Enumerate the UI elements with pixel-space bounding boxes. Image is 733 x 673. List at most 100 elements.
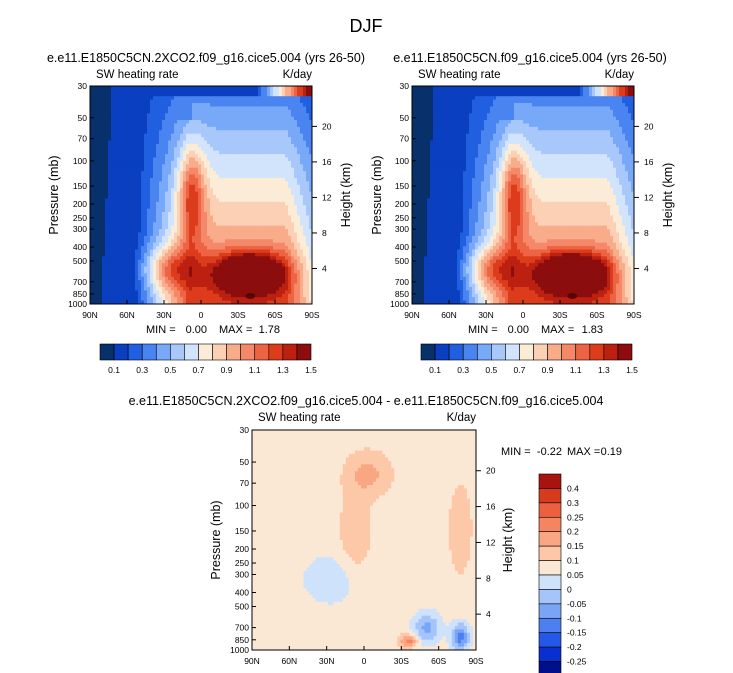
contour-cell <box>261 300 265 305</box>
contour-cell <box>114 109 118 114</box>
contour-cell <box>129 235 133 240</box>
contour-cell <box>129 164 133 169</box>
contour-cell <box>276 160 280 165</box>
contour-cell <box>144 273 148 278</box>
contour-cell <box>99 297 103 301</box>
contour-cell <box>162 89 166 94</box>
contour-cell <box>138 106 142 111</box>
contour-cell <box>306 137 310 141</box>
contour-cell <box>216 160 220 165</box>
contour-cell <box>168 113 172 118</box>
contour-cell <box>135 109 139 114</box>
contour-cell <box>132 184 136 189</box>
contour-cell <box>147 215 151 220</box>
contour-cell <box>448 86 452 90</box>
contour-cell <box>111 218 115 223</box>
contour-cell <box>117 266 121 271</box>
contour-cell <box>282 273 286 278</box>
contour-cell <box>129 286 133 291</box>
contour-cell <box>225 123 229 128</box>
y2-tick-label: 8 <box>322 228 327 238</box>
contour-cell <box>246 133 250 138</box>
contour-cell <box>571 86 575 90</box>
contour-cell <box>156 86 160 90</box>
contour-cell <box>156 154 160 158</box>
contour-cell <box>222 89 226 94</box>
contour-cell <box>309 300 313 305</box>
contour-cell <box>123 290 127 295</box>
contour-cell <box>252 273 256 278</box>
contour-cell <box>186 157 190 162</box>
contour-cell <box>150 229 154 233</box>
contour-cell <box>207 96 211 101</box>
contour-cell <box>258 92 262 97</box>
contour-cell <box>285 160 289 165</box>
contour-cell <box>228 266 232 271</box>
contour-cell <box>300 109 304 114</box>
contour-cell <box>99 263 103 267</box>
contour-cell <box>207 86 211 90</box>
contour-cell <box>261 174 265 179</box>
contour-cell <box>604 89 608 94</box>
contour-cell <box>159 263 163 267</box>
contour-cell <box>174 293 178 298</box>
contour-cell <box>195 239 199 244</box>
contour-cell <box>180 215 184 220</box>
contour-cell <box>258 205 262 210</box>
contour-cell <box>276 215 280 220</box>
contour-cell <box>144 249 148 254</box>
contour-cell <box>162 154 166 158</box>
contour-cell <box>156 269 160 274</box>
contour-cell <box>123 181 127 186</box>
contour-cell <box>168 235 172 240</box>
contour-cell <box>168 130 172 135</box>
contour-cell <box>126 103 130 107</box>
contour-cell <box>174 150 178 155</box>
contour-cell <box>204 89 208 94</box>
contour-cell <box>243 109 247 114</box>
contour-cell <box>111 177 115 182</box>
contour-cell <box>99 225 103 230</box>
contour-cell <box>210 154 214 158</box>
contour-cell <box>279 109 283 114</box>
contour-cell <box>210 266 214 271</box>
contour-cell <box>258 222 262 227</box>
contour-cell <box>279 212 283 216</box>
contour-cell <box>129 143 133 148</box>
contour-cell <box>198 259 202 264</box>
contour-cell <box>261 157 265 162</box>
contour-cell <box>171 222 175 227</box>
contour-cell <box>255 225 259 230</box>
contour-cell <box>270 174 274 179</box>
contour-cell <box>282 297 286 301</box>
contour-cell <box>186 290 190 295</box>
contour-cell <box>306 164 310 169</box>
contour-cell <box>198 154 202 158</box>
contour-cell <box>93 103 97 107</box>
contour-cell <box>165 116 169 121</box>
contour-cell <box>177 99 181 104</box>
contour-cell <box>192 225 196 230</box>
contour-cell <box>213 147 217 152</box>
contour-cell <box>309 201 313 206</box>
contour-cell <box>291 263 295 267</box>
contour-cell <box>177 140 181 145</box>
contour-cell <box>216 126 220 131</box>
contour-cell <box>309 242 313 247</box>
contour-cell <box>165 235 169 240</box>
contour-cell <box>108 280 112 284</box>
contour-cell <box>195 103 199 107</box>
contour-cell <box>252 86 256 90</box>
contour-cell <box>99 249 103 254</box>
contour-cell <box>300 225 304 230</box>
contour-cell <box>177 205 181 210</box>
contour-cell <box>243 123 247 128</box>
contour-cell <box>204 276 208 281</box>
contour-cell <box>219 103 223 107</box>
contour-cell <box>291 232 295 237</box>
contour-cell <box>204 154 208 158</box>
contour-cell <box>132 259 136 264</box>
contour-cell <box>297 123 301 128</box>
contour-cell <box>90 154 94 158</box>
contour-cell <box>165 167 169 172</box>
